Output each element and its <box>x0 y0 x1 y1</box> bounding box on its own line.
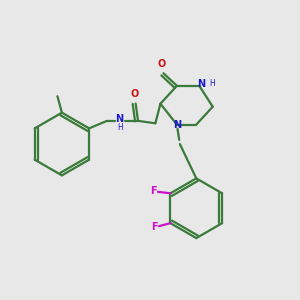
Text: F: F <box>151 222 158 232</box>
Text: O: O <box>131 89 139 99</box>
Text: N: N <box>116 114 124 124</box>
Text: O: O <box>158 59 166 69</box>
Text: H: H <box>117 123 123 132</box>
Text: N: N <box>173 120 181 130</box>
Text: F: F <box>150 186 156 196</box>
Text: N: N <box>197 79 205 89</box>
Text: H: H <box>209 79 214 88</box>
